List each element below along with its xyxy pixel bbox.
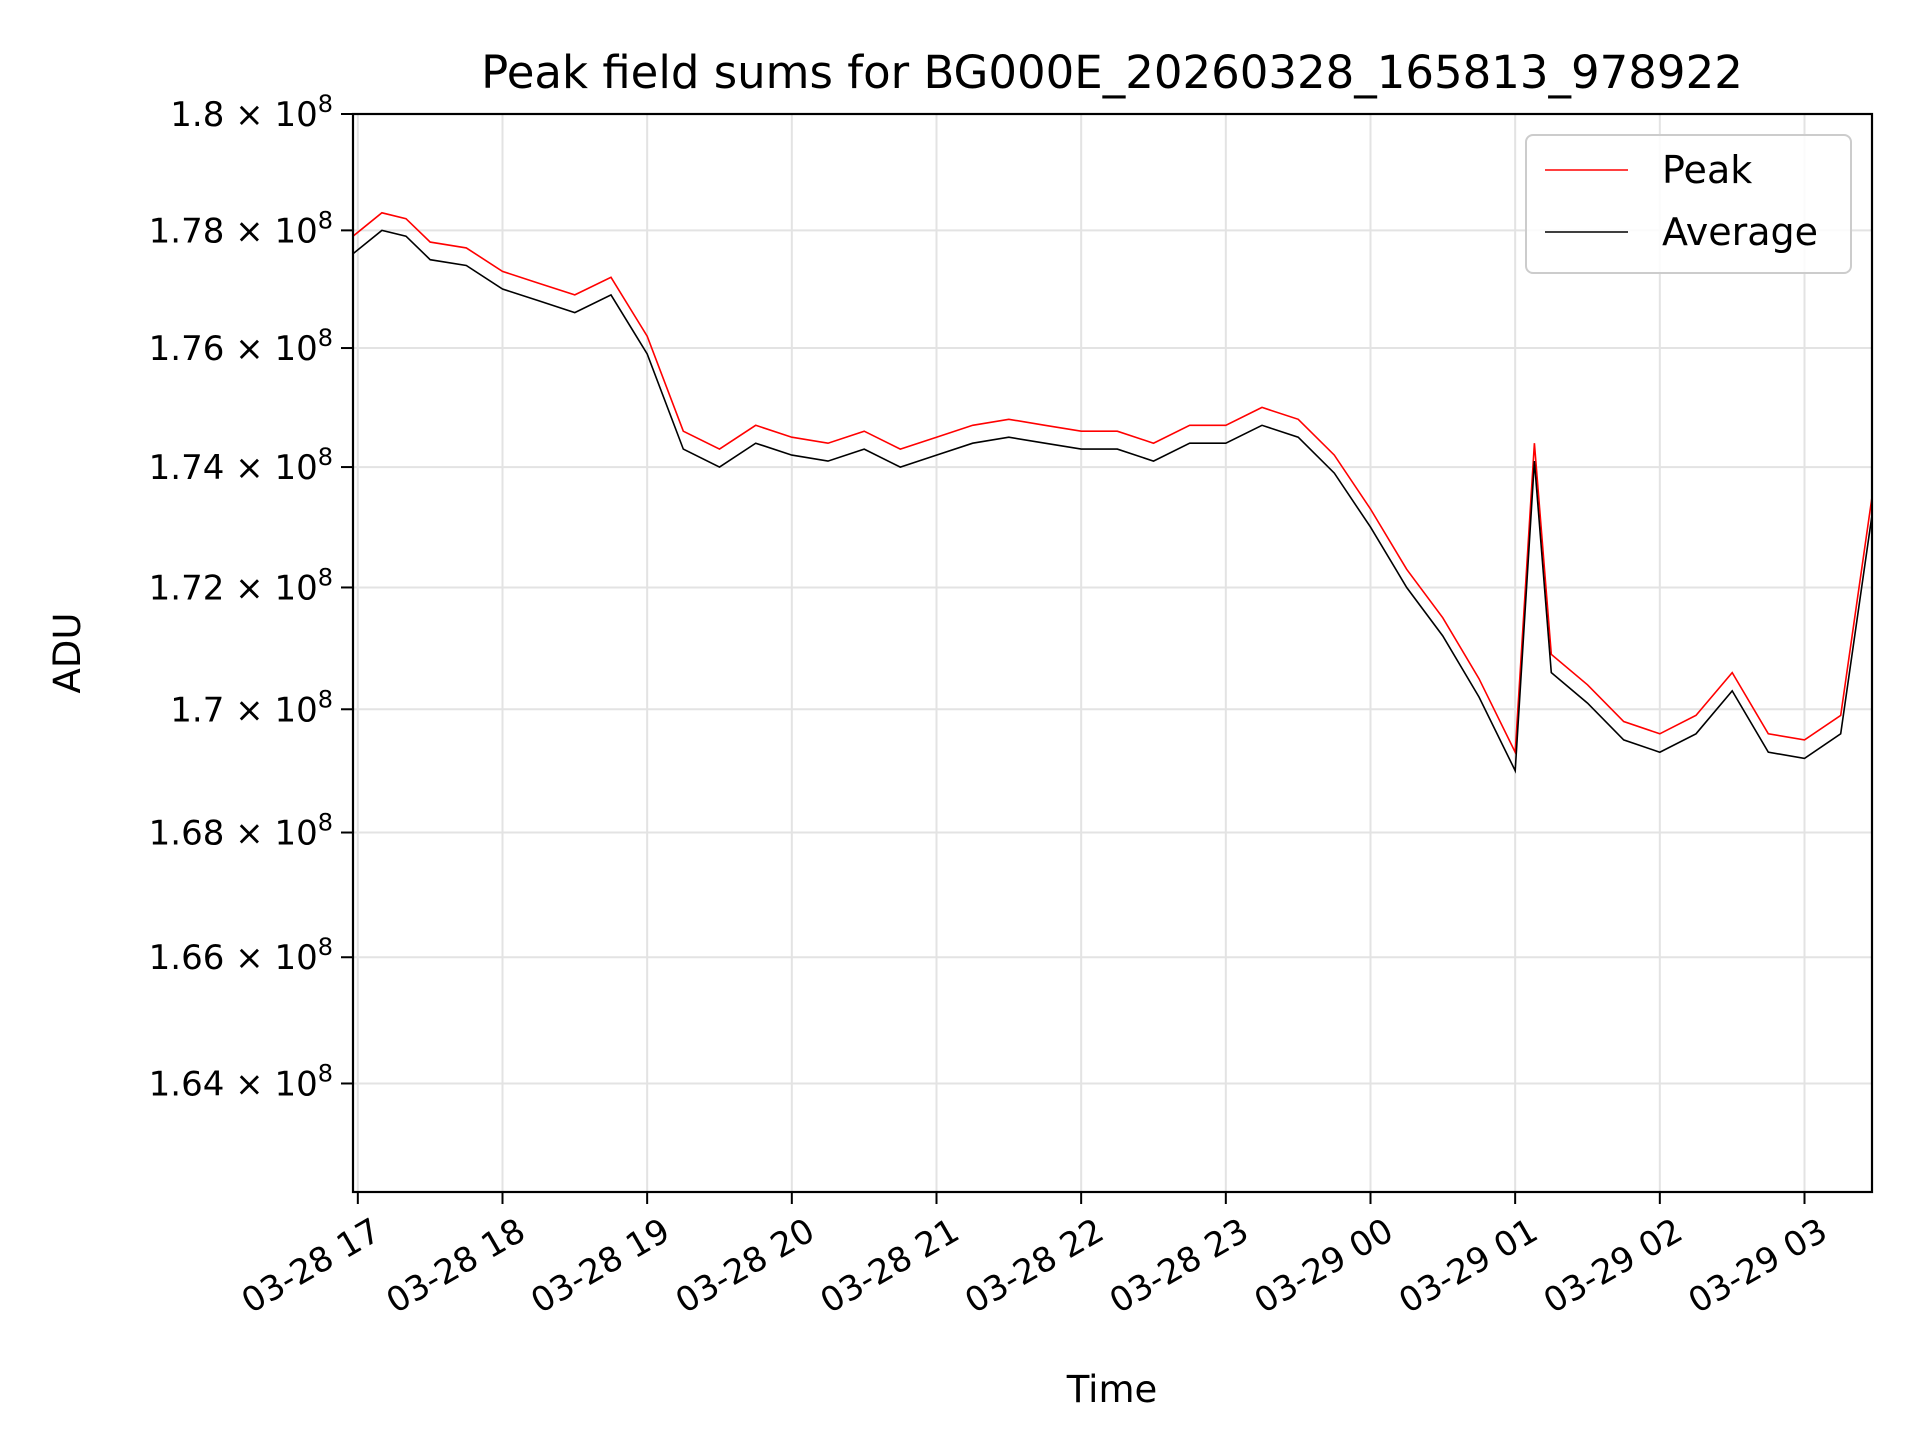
series-line-peak [353,211,1872,756]
y-tick-label: 1.68 × 108 [149,809,333,854]
y-axis-label: ADU [46,613,89,694]
series-line-average [353,229,1872,774]
x-axis-label: Time [1066,1368,1158,1411]
legend-label-peak: Peak [1662,148,1752,192]
y-tick-label: 1.66 × 108 [149,933,333,978]
y-tick-label: 1.72 × 108 [149,563,333,608]
y-tick-label: 1.8 × 108 [170,90,333,135]
y-tick-label: 1.76 × 108 [149,324,333,369]
y-tick-label: 1.78 × 108 [149,206,333,251]
legend-label-average: Average [1662,210,1818,254]
plot-series-group [353,211,1872,774]
y-axis: 1.64 × 108 1.66 × 108 1.68 × 108 1.7 × 108 1… [149,90,353,1104]
y-tick-label: 1.7 × 108 [170,685,333,730]
chart-title: Peak field sums for BG000E_20260328_1658… [481,46,1743,99]
y-tick-label: 1.64 × 108 [149,1059,333,1104]
legend: Peak Average [1525,134,1852,274]
plot-frame [351,112,1874,1194]
y-tick-label: 1.74 × 108 [149,443,333,488]
